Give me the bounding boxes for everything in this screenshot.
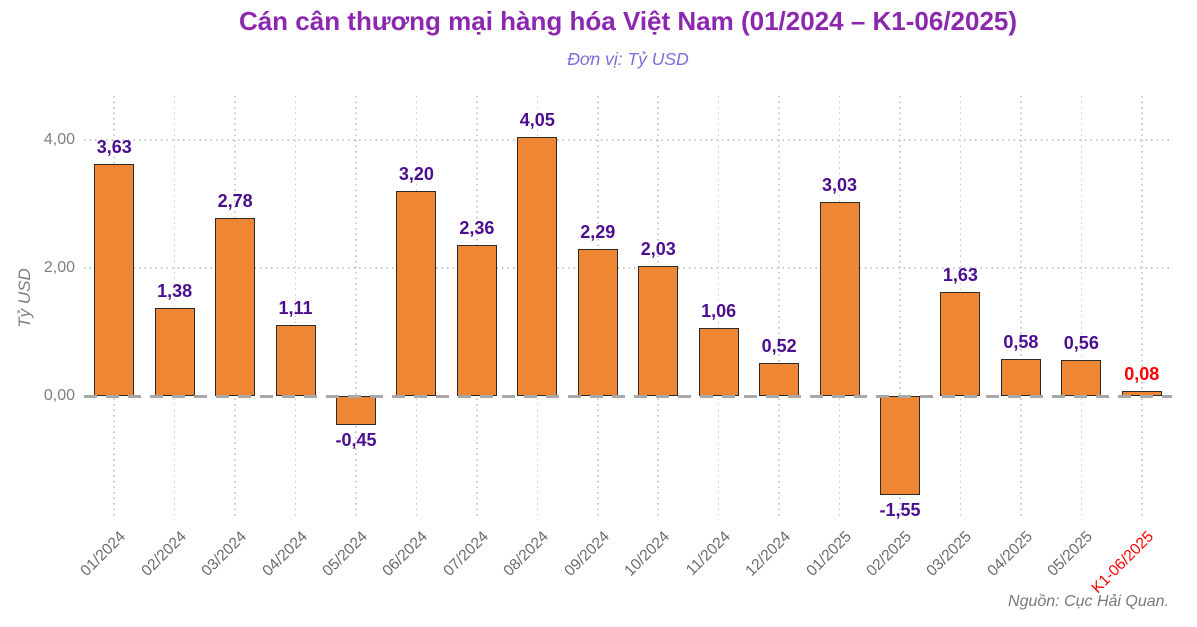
bar <box>819 202 860 396</box>
gridline-vertical <box>899 96 901 518</box>
source-note: Nguồn: Cục Hải Quan. <box>1008 593 1169 610</box>
bar-value-label: -1,55 <box>879 500 921 521</box>
bar-value-label: 2,36 <box>459 217 495 238</box>
bar <box>275 324 316 396</box>
bar <box>456 244 497 396</box>
bar <box>577 249 618 396</box>
bar-value-label: 0,52 <box>761 335 797 356</box>
bar-value-label: 3,03 <box>822 175 858 196</box>
bar <box>940 291 981 396</box>
bar <box>880 396 920 496</box>
bar-value-label: 0,08 <box>1124 363 1160 384</box>
y-axis-tick-label: 0,00 <box>43 387 75 404</box>
gridline-horizontal <box>84 139 1172 141</box>
bar <box>336 396 376 425</box>
gridline-vertical <box>1020 96 1022 518</box>
bar-value-label: 3,20 <box>398 164 434 185</box>
bar <box>215 218 256 396</box>
bar <box>1061 360 1102 396</box>
bar <box>1000 358 1041 396</box>
gridline-vertical <box>355 96 357 518</box>
bar-value-label: 1,63 <box>942 264 978 285</box>
bar <box>396 191 437 396</box>
bar-value-label: 1,38 <box>157 280 193 301</box>
bar-value-label: 1,06 <box>701 301 737 322</box>
bar <box>94 163 135 396</box>
bar-value-label: 1,11 <box>278 297 313 318</box>
bar-value-label: 0,58 <box>1003 331 1039 352</box>
y-axis-tick-label: 4,00 <box>43 131 75 148</box>
chart-subtitle: Đơn vị: Tỷ USD <box>567 49 689 69</box>
bar-value-label: -0,45 <box>335 429 377 450</box>
zero-line <box>84 394 1172 398</box>
y-axis-tick-label: 2,00 <box>43 259 75 276</box>
x-axis-tick-label: K1-06/2025 <box>950 526 1157 597</box>
gridline-vertical <box>1141 96 1143 518</box>
gridline-vertical <box>717 96 720 518</box>
gridline-vertical <box>173 96 176 518</box>
bar <box>698 328 739 396</box>
bar-value-label: 4,05 <box>519 109 555 130</box>
bar <box>154 307 195 396</box>
bar-value-label: 2,03 <box>640 239 676 260</box>
bar <box>517 136 558 396</box>
gridline-horizontal <box>84 267 1172 269</box>
bar-value-label: 3,63 <box>96 136 132 157</box>
gridline-vertical <box>778 96 780 518</box>
bar-value-label: 0,56 <box>1063 333 1099 354</box>
x-axis-tick-text: K1-06/2025 <box>1087 528 1157 597</box>
gridline-vertical <box>294 96 297 518</box>
bar <box>638 266 679 396</box>
bar-value-label: 2,29 <box>580 222 616 243</box>
bar <box>759 362 800 396</box>
chart-title: Cán cân thương mại hàng hóa Việt Nam (01… <box>238 6 1018 36</box>
bar-value-label: 2,78 <box>217 191 253 212</box>
gridline-vertical <box>1080 96 1083 518</box>
